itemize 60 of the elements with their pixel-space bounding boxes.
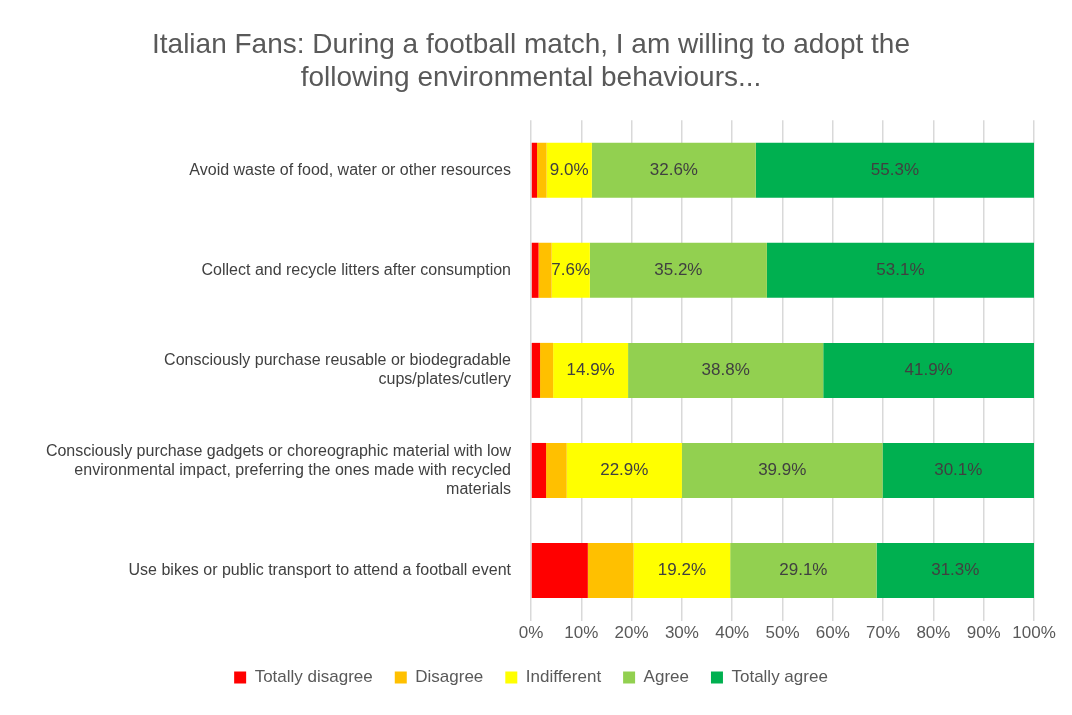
bar [531,342,541,398]
y-tick-label: Use bikes or public transport to attend a football event [128,560,512,578]
bar [681,442,883,498]
bar [553,342,629,398]
data-label: 32.6% [649,159,698,179]
data-label: 35.2% [654,260,703,280]
bar [587,543,634,599]
data-label: 19.2% [657,560,706,580]
x-tick-label: 60% [815,623,850,643]
data-label: 31.3% [931,560,980,580]
legend-label: Disagree [415,667,484,687]
data-label: 22.9% [600,460,649,480]
x-tick-label: 80% [916,623,951,643]
x-tick-label: 40% [715,623,750,643]
y-tick-label: Consciously purchase reusable or biodegradable cups/plates/cutlery [164,351,512,388]
y-tick-label: Consciously purchase gadgets or choreographic material with low environmental impact, preferring the ones made with recycled materials [45,441,512,498]
data-label: 9.0% [549,159,589,179]
bar [531,142,538,198]
chart-title: Italian Fans: During a football match, I am willing to adopt the following environmental behaviours... [152,27,910,93]
data-label: 30.1% [934,460,983,480]
bar [633,543,731,599]
x-tick-label: 70% [866,623,901,643]
bar [538,242,552,298]
legend-label: Indifferent [525,667,602,687]
x-tick-label: 100% [1012,623,1056,643]
x-tick-label: 0% [518,623,544,643]
bar [531,442,547,498]
legend-label: Totally agree [731,667,828,687]
x-tick-label: 30% [664,623,699,643]
bar [589,242,767,298]
bar [531,242,539,298]
data-label: 53.1% [876,260,925,280]
bar [755,142,1034,198]
legend-label: Agree [643,667,689,687]
bar [540,342,554,398]
y-tick-label: Collect and recycle litters after consumption [201,260,511,278]
bar [730,543,877,599]
x-tick-label: 50% [765,623,800,643]
bar [531,543,588,599]
bar [546,442,567,498]
x-tick-label: 10% [564,623,599,643]
data-label: 55.3% [870,159,920,179]
legend-label: Totally disagree [254,667,373,687]
data-label: 39.9% [758,460,807,480]
bar [566,442,682,498]
data-label: 14.9% [566,360,615,380]
bar [628,342,824,398]
x-tick-label: 90% [966,623,1001,643]
bar [876,543,1034,599]
bar [591,142,756,198]
data-label: 38.8% [701,360,750,380]
x-tick-label: 20% [614,623,649,643]
data-label: 29.1% [779,560,828,580]
data-label: 41.9% [904,360,953,380]
data-label: 7.6% [551,260,591,280]
bar [766,242,1034,298]
bar [882,442,1034,498]
y-tick-label: Avoid waste of food, water or other resources [189,160,511,178]
bar [823,342,1034,398]
bar [537,142,547,198]
